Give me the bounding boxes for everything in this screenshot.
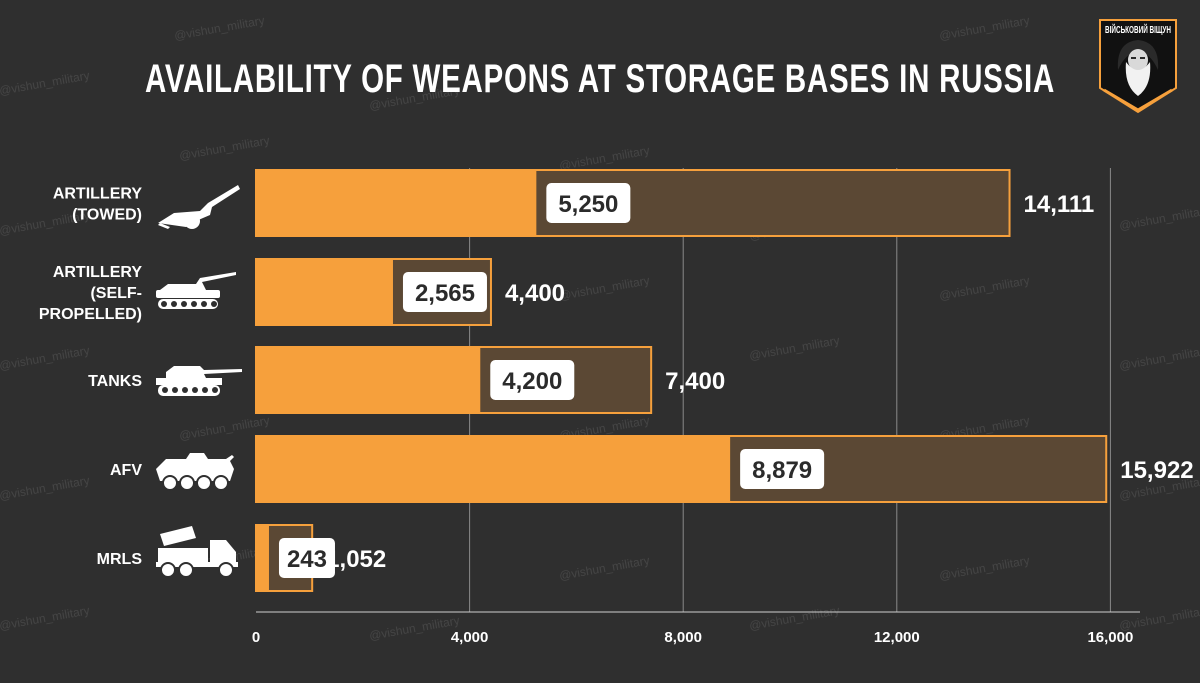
watermark-text: @vishun_military [1118, 343, 1200, 373]
x-tick-label: 12,000 [874, 629, 920, 646]
x-axis-ticks: 0 4,000 8,000 12,000 16,000 [252, 629, 1134, 646]
x-tick-label: 0 [252, 629, 260, 646]
watermark-text: @vishun_military [748, 603, 841, 633]
logo: ВІЙСЬКОВИЙ ВІЩУН [1099, 19, 1177, 114]
available-value-label: 4,200 [502, 368, 562, 395]
watermark-text: @vishun_military [173, 13, 266, 43]
watermark-text: @vishun_military [0, 68, 91, 98]
available-label-box [402, 272, 487, 312]
bearded-prophet-icon [1117, 40, 1159, 96]
total-value-label: 14,111 [1024, 191, 1095, 218]
bar-available [256, 259, 393, 325]
bar-available [256, 347, 481, 413]
total-value-label: 4,400 [505, 280, 565, 307]
bars: 5,250 14,111 2,565 4,400 4,200 7,400 8,879 15,9… [255, 169, 1194, 592]
available-label-box [740, 449, 825, 489]
tank-icon [156, 366, 242, 396]
total-value-label: 7,400 [665, 368, 725, 395]
towed-howitzer-icon [158, 185, 240, 229]
category-label: TANKS [88, 373, 142, 390]
watermark-text: @vishun_military [1118, 203, 1200, 233]
available-value-label: 8,879 [752, 457, 812, 484]
bar-available [256, 436, 731, 502]
category-label: MRLS [97, 551, 143, 568]
watermark-text: @vishun_military [938, 273, 1031, 303]
available-value-label: 5,250 [558, 191, 618, 218]
x-tick-label: 16,000 [1087, 629, 1133, 646]
bar-available [256, 170, 537, 236]
watermark-text: @vishun_military [368, 613, 461, 643]
watermark-text: @vishun_military [748, 333, 841, 363]
total-value-label: 1,052 [326, 546, 386, 573]
x-tick-label: 4,000 [451, 629, 489, 646]
x-tick-label: 8,000 [664, 629, 702, 646]
available-label-box [278, 538, 335, 578]
watermark-text: @vishun_military [558, 553, 651, 583]
armored-vehicle-icon [156, 453, 234, 491]
total-value-label: 15,922 [1120, 457, 1193, 484]
category-labels: ARTILLERY (TOWED) ARTILLERY (SELF-PROPELLED… [39, 186, 142, 569]
chart-title: AVAILABILITY OF WEAPONS AT STORAGE BASES… [145, 57, 1055, 101]
rocket-launcher-truck-icon [156, 526, 238, 578]
watermark-text: @vishun_military [558, 143, 651, 173]
available-value-label: 2,565 [415, 280, 475, 307]
category-icons [156, 185, 242, 578]
category-label: ARTILLERY (SELF-PROPELLED) [39, 264, 142, 323]
watermark-text: @vishun_military [938, 13, 1031, 43]
watermark-text: @vishun_military [0, 473, 91, 503]
available-label-box [490, 360, 575, 400]
watermark-text: @vishun_military [0, 343, 91, 373]
watermark-text: @vishun_military [938, 553, 1031, 583]
logo-text: ВІЙСЬКОВИЙ ВІЩУН [1105, 23, 1171, 36]
watermark-text: @vishun_military [178, 133, 271, 163]
self-propelled-gun-icon [156, 272, 236, 309]
watermark-text: @vishun_military [0, 603, 91, 633]
available-label-box [546, 183, 631, 223]
category-label: AFV [110, 462, 142, 479]
available-value-label: 243 [287, 546, 327, 573]
category-label: ARTILLERY (TOWED) [53, 186, 143, 224]
bar-available [256, 525, 269, 591]
watermark-text: @vishun_military [558, 273, 651, 303]
